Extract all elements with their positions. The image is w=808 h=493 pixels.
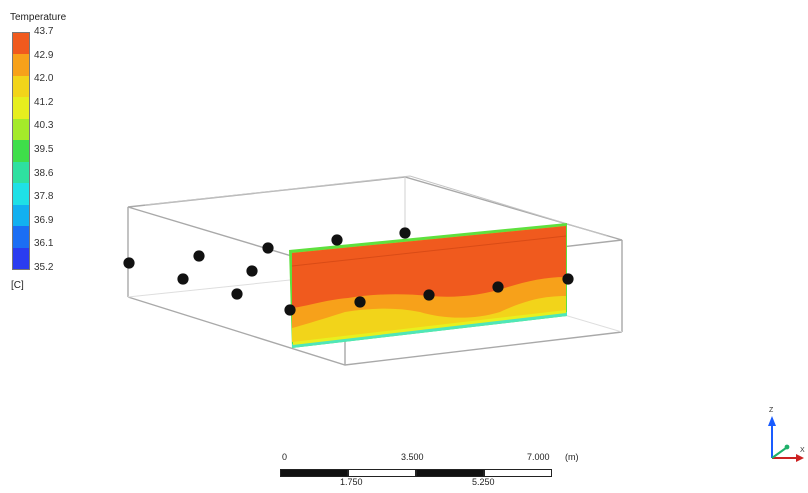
sensor-marker [193, 250, 205, 262]
colorbar-segment [13, 75, 29, 98]
sensor-marker [246, 265, 258, 277]
colorbar-segment [13, 226, 29, 248]
box-inner-edge [144, 175, 608, 237]
legend-value: 41.2 [34, 96, 54, 108]
y-axis-tip-icon [784, 444, 790, 450]
scale-label-7000: 7.000 [527, 452, 550, 462]
sensor-marker [284, 304, 296, 316]
sensor-points [123, 227, 574, 316]
colorbar-segment [13, 183, 29, 205]
sensor-marker [562, 273, 574, 285]
x-axis-label: X [800, 447, 805, 454]
legend-value: 36.1 [34, 238, 54, 250]
sensor-marker [399, 227, 411, 239]
colorbar-segment [13, 33, 29, 55]
z-axis-label: Z [769, 407, 774, 414]
legend-value: 38.6 [34, 167, 54, 179]
y-axis-line [771, 447, 787, 459]
legend-value: 37.8 [34, 191, 54, 203]
scale-segment [416, 469, 484, 477]
colorbar-segment [13, 204, 29, 227]
colorbar-segment [13, 247, 29, 269]
scale-segment [280, 469, 348, 477]
sensor-marker [354, 296, 366, 308]
colorbar-segment [13, 54, 29, 76]
axis-triad: Z X [768, 407, 805, 462]
x-axis-arrow-icon [796, 454, 804, 462]
sensor-marker [492, 281, 504, 293]
scale-label-5250: 5.250 [472, 477, 495, 487]
legend-title: Temperature [10, 12, 67, 23]
sensor-marker [262, 242, 274, 254]
scale-label-3500: 3.500 [401, 452, 424, 462]
legend-value: 40.3 [34, 120, 54, 132]
sensor-marker [231, 288, 243, 300]
temperature-colorbar [12, 32, 30, 270]
colorbar-segment [13, 97, 29, 119]
colorbar-segment [13, 140, 29, 162]
scale-bar: 0 3.500 7.000 (m) 1.750 5.250 [280, 452, 579, 487]
legend-value: 36.9 [34, 214, 54, 226]
sensor-marker [177, 273, 189, 285]
colorbar-segment [13, 161, 29, 184]
legend-value: 43.7 [34, 26, 54, 37]
legend-value: 35.2 [34, 262, 54, 273]
section-cut-line [291, 235, 567, 267]
scale-label-1750: 1.750 [340, 477, 363, 487]
sensor-marker [123, 257, 135, 269]
section-cyan-band [292, 312, 567, 348]
legend-value: 39.5 [34, 144, 54, 155]
scale-segment [348, 469, 416, 477]
sensor-marker [423, 289, 435, 301]
scale-unit: (m) [565, 452, 579, 462]
scale-segment [484, 469, 552, 477]
colorbar-segment [13, 118, 29, 141]
legend-value: 42.0 [34, 73, 54, 85]
scale-label-0: 0 [282, 452, 288, 462]
legend-value: 42.9 [34, 49, 54, 61]
box-bottom-edge [127, 296, 623, 366]
sensor-marker [331, 234, 343, 246]
z-axis-arrow-icon [768, 416, 776, 426]
legend-unit: [C] [11, 280, 24, 291]
